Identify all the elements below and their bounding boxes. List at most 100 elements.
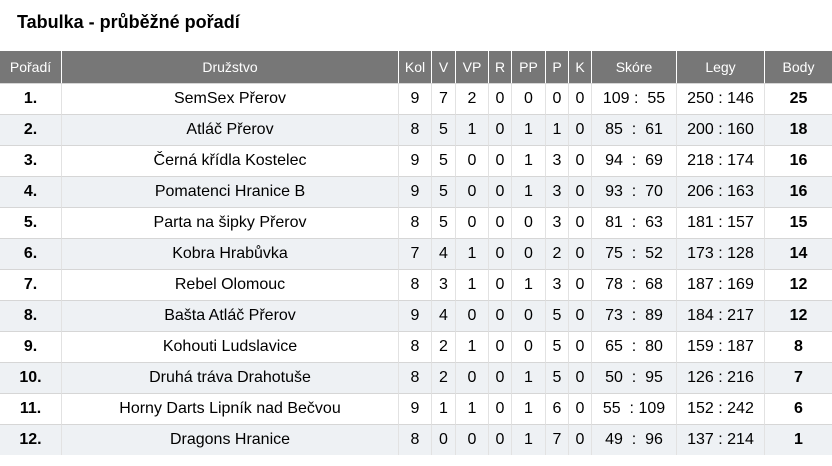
rank-cell: 11. [0,393,62,424]
rounds-cell: 9 [399,393,432,424]
extra-wins-cell: 1 [456,331,489,362]
extra-losses-cell: 1 [512,362,546,393]
points-cell: 12 [765,269,832,300]
rank-cell: 2. [0,114,62,145]
points-cell: 25 [765,83,832,114]
extra-wins-cell: 0 [456,207,489,238]
forfeits-cell: 0 [569,238,592,269]
column-header-forfeits: K [569,51,592,83]
extra-losses-cell: 1 [512,114,546,145]
table-row: 6. Kobra Hrabůvka 7 4 1 0 0 2 0 75 : 52 173 : 128 1… [0,238,832,269]
score-cell: 109 : 55 [592,83,677,114]
table-row: 10. Druhá tráva Drahotuše 8 2 0 0 1 5 0 50 : 95 12… [0,362,832,393]
column-header-extra-wins: VP [456,51,489,83]
losses-cell: 7 [546,424,569,455]
column-header-draws: R [489,51,512,83]
forfeits-cell: 0 [569,393,592,424]
team-name-cell: Dragons Hranice [62,424,399,455]
rounds-cell: 7 [399,238,432,269]
draws-cell: 0 [489,331,512,362]
rounds-cell: 9 [399,83,432,114]
score-cell: 73 : 89 [592,300,677,331]
rank-cell: 6. [0,238,62,269]
legs-cell: 206 : 163 [677,176,765,207]
extra-wins-cell: 0 [456,362,489,393]
losses-cell: 5 [546,331,569,362]
team-name-cell: Černá křídla Kostelec [62,145,399,176]
extra-losses-cell: 0 [512,83,546,114]
extra-wins-cell: 1 [456,114,489,145]
wins-cell: 2 [432,362,456,393]
points-cell: 1 [765,424,832,455]
rounds-cell: 8 [399,362,432,393]
team-name-cell: Kobra Hrabůvka [62,238,399,269]
legs-cell: 218 : 174 [677,145,765,176]
points-cell: 15 [765,207,832,238]
score-cell: 65 : 80 [592,331,677,362]
team-name-cell: Bašta Atláč Přerov [62,300,399,331]
table-row: 4. Pomatenci Hranice B 9 5 0 0 1 3 0 93 : 70 206 :… [0,176,832,207]
table-row: 7. Rebel Olomouc 8 3 1 0 1 3 0 78 : 68 187 : 169 12 [0,269,832,300]
wins-cell: 7 [432,83,456,114]
team-name-cell: Parta na šipky Přerov [62,207,399,238]
extra-wins-cell: 0 [456,145,489,176]
forfeits-cell: 0 [569,176,592,207]
column-header-team: Družstvo [62,51,399,83]
extra-wins-cell: 0 [456,300,489,331]
team-name-cell: Druhá tráva Drahotuše [62,362,399,393]
rounds-cell: 8 [399,207,432,238]
table-row: 11. Horny Darts Lipník nad Bečvou 9 1 1 0 1 6 0 5… [0,393,832,424]
extra-losses-cell: 0 [512,300,546,331]
draws-cell: 0 [489,176,512,207]
rank-cell: 5. [0,207,62,238]
extra-losses-cell: 0 [512,331,546,362]
forfeits-cell: 0 [569,83,592,114]
extra-losses-cell: 1 [512,393,546,424]
legs-cell: 137 : 214 [677,424,765,455]
rounds-cell: 8 [399,114,432,145]
team-name-cell: Pomatenci Hranice B [62,176,399,207]
score-cell: 85 : 61 [592,114,677,145]
points-cell: 18 [765,114,832,145]
draws-cell: 0 [489,207,512,238]
forfeits-cell: 0 [569,424,592,455]
extra-wins-cell: 2 [456,83,489,114]
losses-cell: 6 [546,393,569,424]
score-cell: 55 : 109 [592,393,677,424]
extra-wins-cell: 0 [456,424,489,455]
team-name-cell: Horny Darts Lipník nad Bečvou [62,393,399,424]
draws-cell: 0 [489,393,512,424]
wins-cell: 5 [432,145,456,176]
standings-body: 1. SemSex Přerov 9 7 2 0 0 0 0 109 : 55 250 : 146 2… [0,83,832,455]
draws-cell: 0 [489,114,512,145]
losses-cell: 5 [546,362,569,393]
forfeits-cell: 0 [569,207,592,238]
legs-cell: 173 : 128 [677,238,765,269]
rounds-cell: 8 [399,424,432,455]
table-row: 9. Kohouti Ludslavice 8 2 1 0 0 5 0 65 : 80 159 : … [0,331,832,362]
draws-cell: 0 [489,300,512,331]
wins-cell: 1 [432,393,456,424]
draws-cell: 0 [489,362,512,393]
forfeits-cell: 0 [569,145,592,176]
draws-cell: 0 [489,145,512,176]
wins-cell: 5 [432,114,456,145]
rank-cell: 1. [0,83,62,114]
rank-cell: 7. [0,269,62,300]
extra-wins-cell: 0 [456,176,489,207]
losses-cell: 5 [546,300,569,331]
table-row: 2. Atláč Přerov 8 5 1 0 1 1 0 85 : 61 200 : 160 18 [0,114,832,145]
rounds-cell: 9 [399,300,432,331]
rounds-cell: 8 [399,331,432,362]
points-cell: 7 [765,362,832,393]
rounds-cell: 9 [399,145,432,176]
legs-cell: 181 : 157 [677,207,765,238]
legs-cell: 152 : 242 [677,393,765,424]
forfeits-cell: 0 [569,114,592,145]
wins-cell: 4 [432,300,456,331]
points-cell: 16 [765,176,832,207]
extra-wins-cell: 1 [456,238,489,269]
legs-cell: 126 : 216 [677,362,765,393]
legs-cell: 187 : 169 [677,269,765,300]
points-cell: 6 [765,393,832,424]
